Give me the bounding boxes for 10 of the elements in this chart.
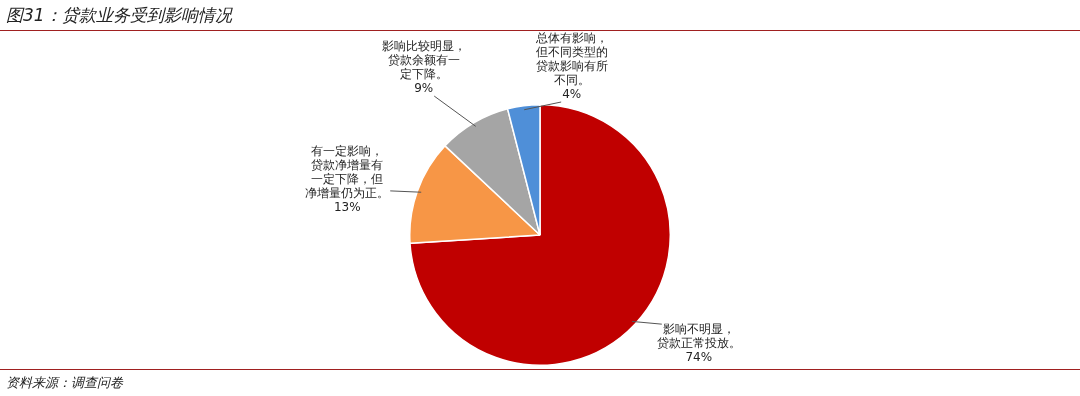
slice-label: 总体有影响，但不同类型的贷款影响有所不同。 bbox=[534, 31, 608, 88]
slice-label: 影响不明显，贷款正常投放。 bbox=[656, 321, 741, 350]
text: 资料来源：调查问卷 bbox=[6, 374, 123, 392]
text: 图31：贷款业务受到影响情况 bbox=[6, 4, 232, 27]
slice-label: 影响比较明显，贷款余额有一定下降。 bbox=[381, 39, 466, 82]
data-label: 13% bbox=[333, 199, 361, 214]
data-label: 9% bbox=[414, 81, 434, 96]
data-label: 4% bbox=[562, 87, 582, 102]
data-label: 74% bbox=[685, 349, 713, 364]
slice-label: 有一定影响，贷款净增量有一定下降，但净增量仍为正。 bbox=[305, 143, 390, 200]
